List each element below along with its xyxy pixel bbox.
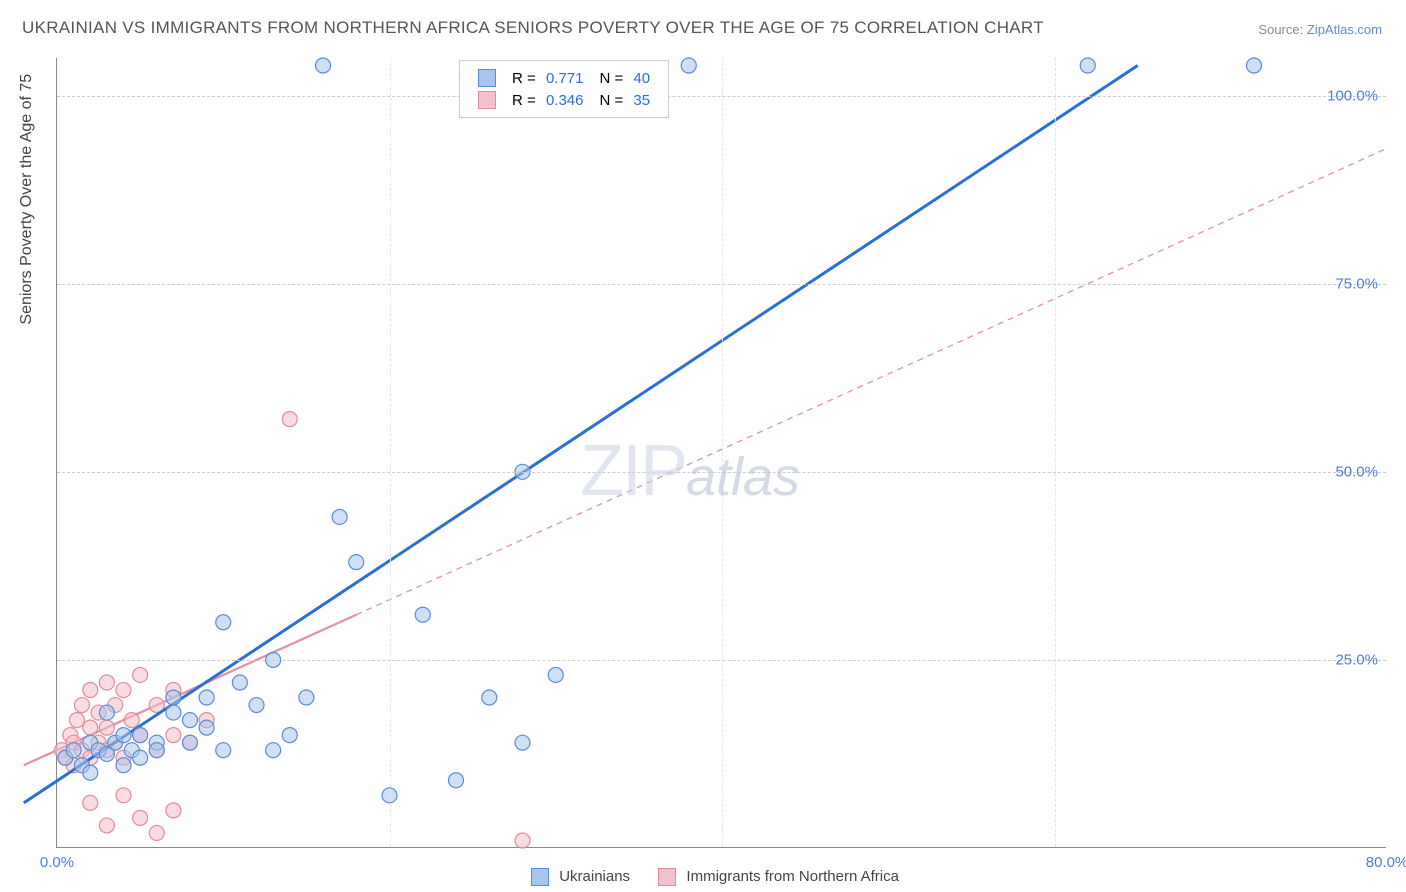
swatch-series1 (478, 69, 496, 87)
swatch-series2 (478, 91, 496, 109)
r-value-series2: 0.346 (546, 92, 584, 109)
ytick-label: 50.0% (1335, 463, 1378, 480)
n-value-series2: 35 (633, 92, 650, 109)
source-attribution: Source: ZipAtlas.com (1258, 22, 1382, 37)
plot-area: 25.0%50.0%75.0%100.0%0.0%80.0% (56, 58, 1386, 848)
y-axis-label: Seniors Poverty Over the Age of 75 (18, 74, 36, 325)
gridline-v (390, 58, 391, 847)
ytick-label: 100.0% (1327, 87, 1378, 104)
ytick-label: 25.0% (1335, 651, 1378, 668)
ytick-label: 75.0% (1335, 275, 1378, 292)
gridline-v (722, 58, 723, 847)
n-label: N = (599, 92, 623, 109)
n-label: N = (599, 70, 623, 87)
legend-label-series2: Immigrants from Northern Africa (686, 868, 899, 885)
legend-correlation-box: R = 0.771 N = 40 R = 0.346 N = 35 (459, 60, 669, 118)
n-value-series1: 40 (633, 70, 650, 87)
swatch-bottom-series2 (658, 868, 676, 886)
r-value-series1: 0.771 (546, 70, 584, 87)
source-label: Source: (1258, 22, 1303, 37)
r-label: R = (512, 92, 536, 109)
r-label: R = (512, 70, 536, 87)
legend-label-series1: Ukrainians (559, 868, 630, 885)
gridline-v (1055, 58, 1056, 847)
chart-title: UKRAINIAN VS IMMIGRANTS FROM NORTHERN AF… (22, 18, 1044, 38)
legend-row-series2: R = 0.346 N = 35 (470, 89, 658, 111)
swatch-bottom-series1 (531, 868, 549, 886)
legend-bottom: Ukrainians Immigrants from Northern Afri… (0, 868, 1406, 886)
legend-row-series1: R = 0.771 N = 40 (470, 67, 658, 89)
source-link[interactable]: ZipAtlas.com (1307, 22, 1382, 37)
